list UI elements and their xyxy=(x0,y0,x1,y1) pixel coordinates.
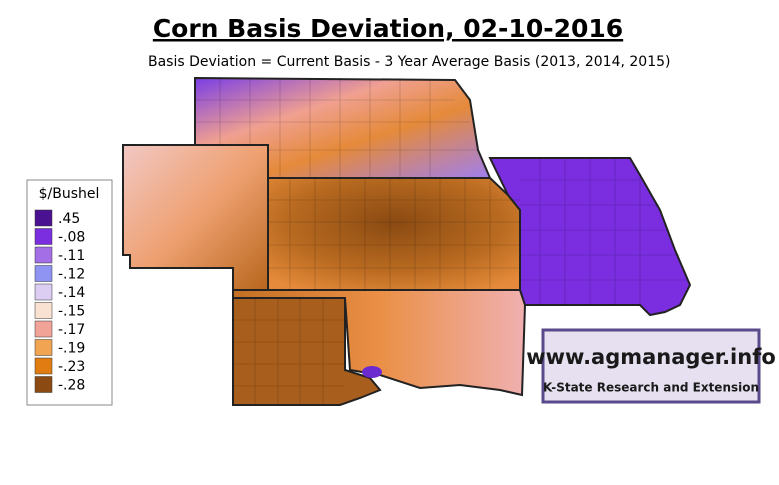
subtitle: Basis Deviation = Current Basis - 3 Year… xyxy=(148,54,670,70)
legend-label: -.23 xyxy=(58,359,85,375)
legend-label: -.12 xyxy=(58,267,85,283)
county-lines xyxy=(195,78,688,405)
legend-items: .45 -.08 -.11 -.12 -.14 -.15 -.17 -.19 -.23 -.28 xyxy=(34,209,85,394)
legend-swatch xyxy=(34,376,53,393)
kansas xyxy=(267,177,521,291)
legend-label: -.15 xyxy=(58,304,85,320)
legend-label: -.17 xyxy=(58,322,85,338)
legend-label: -.08 xyxy=(58,230,85,246)
watermark-url: www.agmanager.info xyxy=(526,345,776,369)
missouri xyxy=(488,157,692,317)
legend-label: -.28 xyxy=(58,378,85,394)
watermark-org: K-State Research and Extension xyxy=(543,381,759,395)
legend-title: $/Bushel xyxy=(39,186,100,202)
legend-swatch xyxy=(34,265,53,282)
legend-swatch xyxy=(34,246,53,264)
legend-label: -.19 xyxy=(58,341,85,357)
legend-swatch xyxy=(34,320,53,338)
map xyxy=(122,76,692,406)
legend-label: .45 xyxy=(58,211,80,227)
legend-label: -.11 xyxy=(58,248,85,264)
legend-swatch xyxy=(34,209,53,227)
legend-swatch xyxy=(34,302,53,319)
title: Corn Basis Deviation, 02-10-2016 xyxy=(153,14,623,43)
legend-swatch xyxy=(34,339,53,356)
texas xyxy=(232,297,382,406)
legend-swatch xyxy=(34,357,53,375)
purple-spot xyxy=(362,366,382,378)
colorado xyxy=(122,144,269,291)
watermark-box xyxy=(541,328,761,404)
legend-swatch xyxy=(34,228,53,245)
legend-label: -.14 xyxy=(58,285,85,301)
legend-swatch xyxy=(34,283,53,301)
